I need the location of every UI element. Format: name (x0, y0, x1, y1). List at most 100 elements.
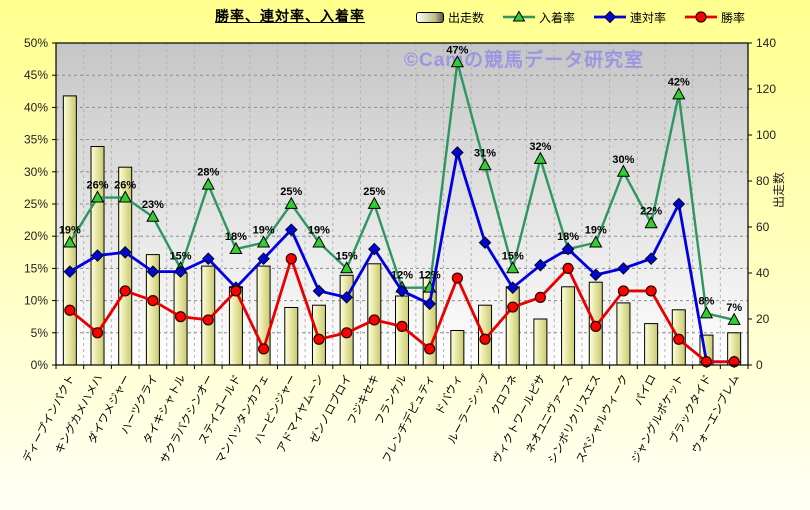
marker-circle (396, 320, 408, 332)
legend-item-quinella-rate: 連対率 (594, 9, 666, 26)
data-label: 7% (726, 302, 742, 314)
data-label: 18% (557, 231, 579, 243)
marker-triangle (339, 261, 354, 274)
right-axis-tick-label: 40 (756, 266, 770, 280)
marker-circle (64, 304, 76, 316)
circle-line-icon (685, 10, 718, 24)
right-axis-tick-label: 20 (756, 312, 770, 326)
marker-circle (147, 295, 159, 307)
data-label: 19% (59, 225, 81, 237)
marker-triangle (533, 151, 548, 164)
legend-item-starts: 出走数 (416, 9, 484, 26)
marker-diamond (63, 265, 77, 278)
left-axis-tick-label: 25% (24, 197, 48, 211)
marker-circle (119, 285, 131, 297)
data-label: 18% (225, 231, 247, 243)
marker-diamond (672, 197, 686, 211)
marker-circle (479, 333, 491, 345)
right-axis-tick-label: 80 (756, 174, 770, 188)
marker-circle (313, 333, 325, 345)
marker-circle (645, 285, 657, 297)
marker-triangle (672, 87, 686, 100)
marker-circle (174, 311, 187, 323)
x-axis-label: パイロ (632, 372, 659, 407)
marker-circle (451, 272, 463, 284)
right-axis-tick-label: 100 (756, 128, 776, 142)
marker-triangle (450, 55, 465, 68)
marker-triangle (284, 196, 298, 209)
x-axis-label: ジャングルポケット (628, 372, 687, 466)
data-label: 8% (699, 295, 715, 307)
marker-diamond (534, 258, 547, 272)
marker-circle (700, 356, 713, 368)
marker-circle (617, 285, 630, 297)
data-label: 22% (640, 205, 662, 217)
x-axis-label: クロフネ (488, 372, 520, 417)
bar-starts (616, 302, 631, 366)
marker-circle (728, 356, 740, 368)
left-axis-tick-label: 30% (24, 165, 48, 179)
bar-starts (644, 323, 659, 366)
marker-triangle (201, 177, 215, 190)
x-axis-label: ドバウィ (433, 372, 465, 417)
marker-diamond (201, 252, 215, 266)
marker-diamond (118, 245, 132, 259)
marker-diamond (174, 265, 187, 278)
x-axis-label: サクラバクシンオー (158, 372, 216, 465)
left-axis-tick-label: 10% (24, 294, 48, 308)
marker-triangle (589, 235, 603, 248)
marker-diamond (451, 146, 464, 159)
legend-label-placing-rate: 入着率 (539, 10, 576, 25)
marker-triangle (229, 241, 243, 254)
left-axis-tick-label: 5% (31, 326, 49, 340)
data-label: 19% (585, 225, 607, 237)
data-label: 23% (142, 199, 164, 211)
data-label: 12% (419, 270, 441, 282)
data-label: 31% (474, 147, 496, 159)
data-label: 47% (446, 44, 468, 56)
marker-circle (91, 327, 104, 339)
marker-circle (673, 333, 685, 345)
legend-label-starts: 出走数 (448, 10, 485, 25)
marker-diamond (395, 284, 409, 298)
triangle-line-icon (503, 10, 536, 24)
data-label: 12% (391, 270, 413, 282)
marker-diamond (284, 223, 298, 237)
legend-label-win-rate: 勝率 (721, 10, 746, 25)
legend: 出走数 入着率 連対率 勝率 (416, 8, 745, 26)
marker-triangle (63, 235, 77, 248)
left-axis-tick-label: 0% (31, 358, 49, 372)
marker-circle (258, 343, 270, 355)
chart-title: 勝率、連対率、入着率 (215, 8, 365, 24)
left-axis-tick-label: 50% (24, 36, 48, 50)
right-axis-tick-label: 140 (756, 36, 776, 50)
x-axis-label: スペシャルウィーク (573, 372, 631, 465)
marker-circle (368, 314, 380, 326)
marker-diamond (91, 249, 104, 262)
bar-starts (505, 286, 520, 366)
marker-diamond (368, 242, 381, 256)
data-label: 19% (308, 225, 330, 237)
data-label: 15% (502, 250, 524, 262)
marker-circle (534, 291, 547, 303)
bar-starts (450, 330, 465, 366)
marker-triangle (727, 312, 741, 325)
legend-label-quinella-rate: 連対率 (630, 10, 667, 25)
marker-triangle (616, 164, 631, 177)
legend-item-win-rate: 勝率 (685, 9, 745, 26)
marker-triangle (312, 235, 326, 248)
marker-diamond (312, 284, 326, 298)
bar-swatch-icon (416, 11, 444, 23)
marker-circle (562, 262, 574, 274)
left-axis-tick-label: 15% (24, 261, 48, 275)
marker-circle (230, 285, 242, 297)
marker-diamond (340, 291, 353, 304)
marker-diamond (423, 297, 436, 311)
left-axis-tick-label: 35% (24, 133, 48, 147)
data-label: 26% (87, 180, 109, 192)
marker-diamond (644, 252, 658, 266)
marker-diamond (617, 262, 630, 275)
marker-circle (285, 253, 297, 265)
